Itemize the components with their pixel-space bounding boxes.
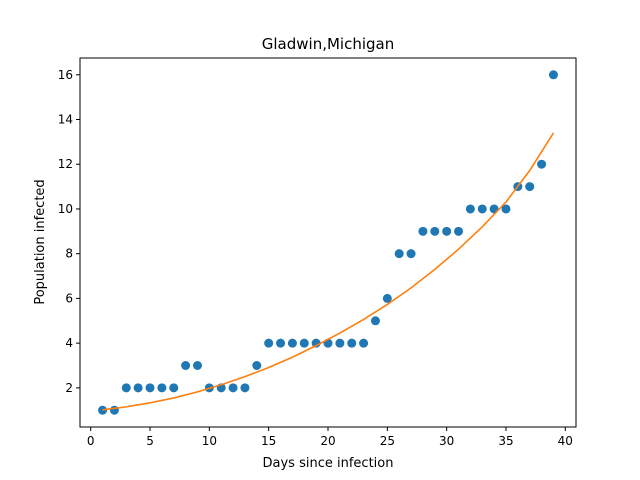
x-tick-label: 30 [439,434,454,448]
x-tick-label: 10 [202,434,217,448]
x-tick-label: 35 [498,434,513,448]
scatter-point [537,159,547,169]
x-tick-label: 25 [380,434,395,448]
scatter-point [501,204,511,214]
x-tick-label: 0 [87,434,95,448]
scatter-point [133,383,143,393]
x-tick-label: 15 [261,434,276,448]
x-axis-label: Days since infection [263,456,394,471]
scatter-point [548,70,558,80]
scatter-point [299,338,309,348]
scatter-point [240,383,250,393]
scatter-point [347,338,357,348]
y-tick-label: 16 [58,68,73,82]
scatter-point [311,338,321,348]
scatter-point [98,405,108,415]
scatter-point [477,204,487,214]
y-tick-label: 4 [65,336,73,350]
scatter-point [287,338,297,348]
scatter-point [394,249,404,259]
scatter-point [228,383,238,393]
y-tick-label: 12 [58,157,73,171]
y-axis: 2 4 6 8 10 12 14 16 [58,68,80,395]
scatter-point [359,338,369,348]
scatter-point [442,226,452,236]
y-axis-label: Population infected [33,179,48,304]
x-axis: 0 5 10 15 20 25 30 35 40 [87,427,573,448]
scatter-point [145,383,155,393]
chart-title: Gladwin,Michigan [262,35,394,53]
scatter-point [465,204,475,214]
scatter-point [370,316,380,326]
y-tick-label: 8 [65,247,73,261]
x-tick-label: 5 [146,434,154,448]
scatter-point [121,383,131,393]
scatter-point [454,226,464,236]
scatter-point [157,383,167,393]
scatter-point [109,405,119,415]
x-tick-label: 20 [320,434,335,448]
scatter-point [181,361,191,370]
scatter-point [418,226,428,236]
fit-curve [102,132,555,411]
y-tick-label: 6 [65,291,73,305]
scatter-point [406,249,416,259]
scatter-point [264,338,274,348]
y-tick-label: 14 [58,113,73,127]
plot-area [98,70,558,415]
scatter-point [192,361,202,370]
scatter-point [525,182,535,192]
scatter-point [276,338,286,348]
y-tick-label: 2 [65,381,73,395]
scatter-point [335,338,345,348]
scatter-point [169,383,179,393]
scatter-point [430,226,440,236]
x-tick-label: 40 [558,434,573,448]
scatter-point [252,361,262,370]
scatter-point [382,293,392,303]
y-tick-label: 10 [58,202,73,216]
